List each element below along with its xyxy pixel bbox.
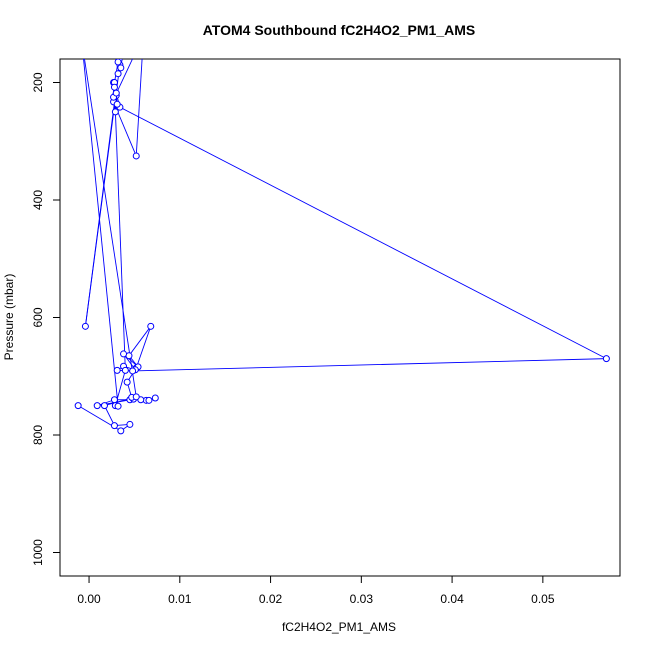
series-segment <box>135 326 152 369</box>
data-point <box>110 83 118 91</box>
data-point <box>93 402 101 410</box>
data-point <box>110 422 118 430</box>
data-point <box>113 100 121 108</box>
data-point <box>126 420 134 428</box>
y-tick-label: 400 <box>31 190 45 210</box>
y-tick-label: 800 <box>31 425 45 445</box>
series-segment <box>83 59 119 407</box>
data-point <box>120 350 128 358</box>
series-segment <box>132 358 607 372</box>
x-axis: 0.00 0.01 0.02 0.03 0.04 0.05 <box>77 575 555 606</box>
series-segment <box>135 59 143 156</box>
series-segment <box>119 106 607 360</box>
data-point <box>117 64 125 72</box>
chart-title: ATOM4 Southbound fC2H4O2_PM1_AMS <box>203 22 476 38</box>
series-line <box>77 59 607 432</box>
y-axis-label: Pressure (mbar) <box>2 274 16 361</box>
x-tick-label: 0.04 <box>440 592 464 606</box>
data-point <box>129 367 137 375</box>
y-tick-label: 200 <box>31 72 45 92</box>
data-point <box>151 394 159 402</box>
data-point <box>147 322 155 330</box>
data-point <box>100 402 108 410</box>
data-point <box>110 396 118 404</box>
data-point <box>121 366 129 374</box>
y-tick-label: 600 <box>31 307 45 327</box>
data-point <box>114 70 122 78</box>
x-tick-label: 0.00 <box>77 592 101 606</box>
plot-frame <box>59 58 621 577</box>
data-point <box>81 322 89 330</box>
series-segment <box>84 64 121 327</box>
x-tick-label: 0.05 <box>531 592 555 606</box>
series-segment <box>84 59 137 397</box>
data-point <box>79 38 85 44</box>
series-segment <box>128 326 152 356</box>
data-point <box>74 402 82 410</box>
x-tick-label: 0.03 <box>350 592 374 606</box>
data-point <box>141 33 147 39</box>
data-point <box>123 378 131 386</box>
series-points <box>74 33 610 435</box>
series-segment <box>104 405 115 426</box>
y-tick-label: 1000 <box>31 539 45 566</box>
data-point <box>113 366 121 374</box>
data-point <box>111 108 119 116</box>
x-tick-label: 0.02 <box>259 592 283 606</box>
data-point <box>602 355 610 363</box>
data-point <box>145 396 153 404</box>
data-point <box>132 393 140 401</box>
data-point <box>132 152 140 160</box>
data-point <box>114 59 122 66</box>
x-axis-label: fC2H4O2_PM1_AMS <box>282 620 396 634</box>
data-point <box>112 89 120 97</box>
data-point <box>114 402 122 410</box>
series-segment <box>114 87 126 371</box>
y-axis: 200 400 600 800 1000 <box>31 72 61 566</box>
series-segment <box>114 59 133 96</box>
x-tick-label: 0.01 <box>168 592 192 606</box>
data-point <box>117 427 125 435</box>
